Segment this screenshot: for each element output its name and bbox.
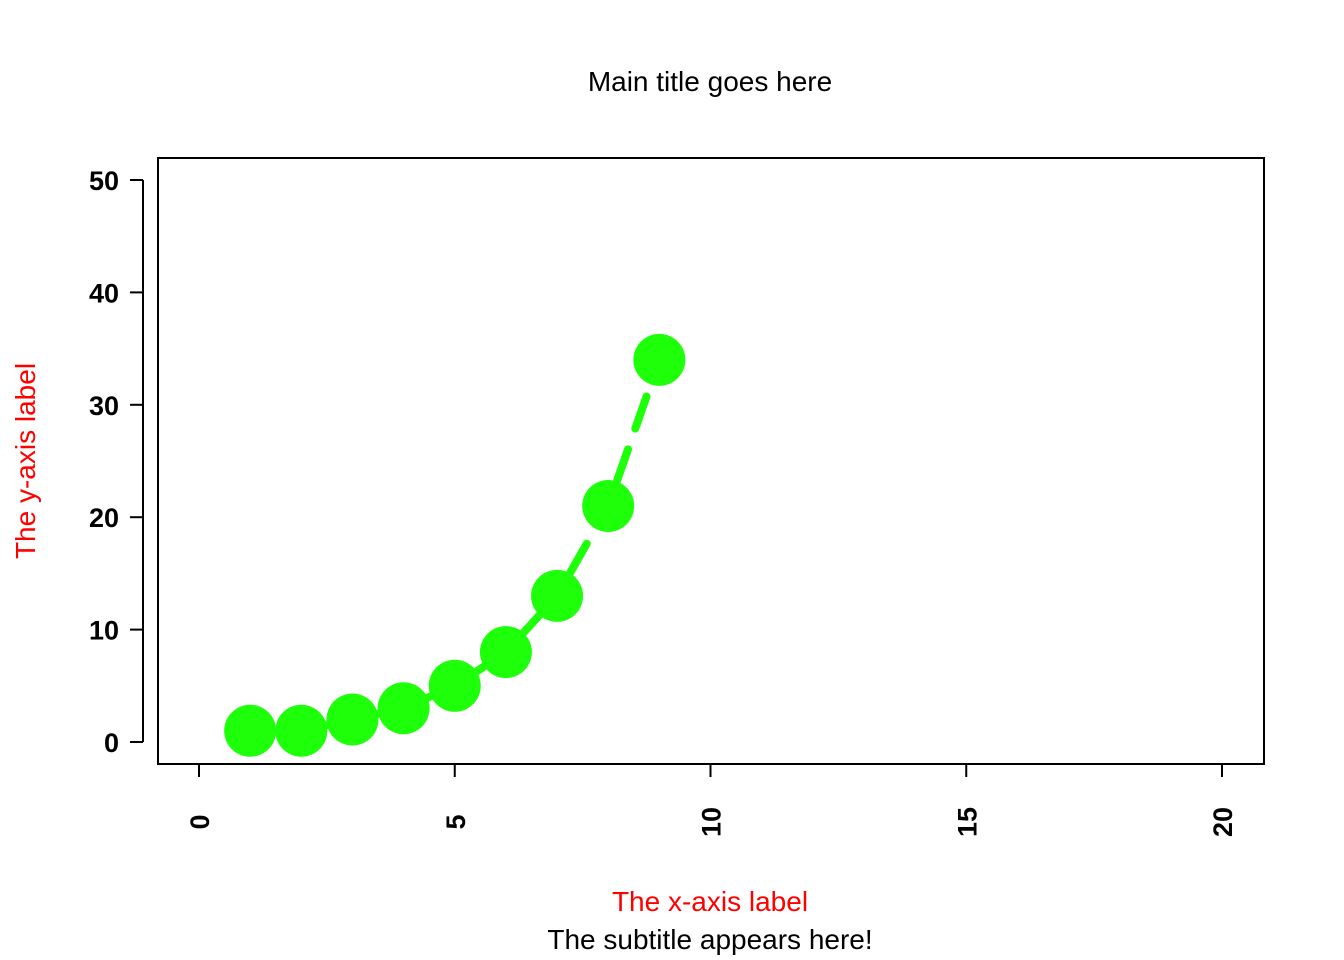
y-axis: 0 10 20 30 40 50 (89, 166, 144, 758)
y-tick-label: 50 (89, 166, 119, 196)
y-tick-label: 20 (89, 503, 119, 533)
data-point (224, 704, 277, 757)
data-point (326, 693, 379, 746)
series-line-segment (472, 662, 489, 676)
x-tick-label: 15 (952, 807, 982, 837)
data-point (428, 659, 481, 712)
chart-title: Main title goes here (588, 66, 832, 97)
y-tick-label: 30 (89, 391, 119, 421)
series-line-segment (565, 524, 600, 578)
y-tick-label: 10 (89, 616, 119, 646)
y-axis-label: The y-axis label (10, 363, 41, 559)
series-line-segment (612, 380, 655, 486)
series-line-segment (423, 692, 435, 702)
x-tick-label: 5 (441, 814, 471, 829)
x-axis: 0 5 10 15 20 (185, 763, 1238, 837)
data-point (582, 479, 635, 532)
y-tick-label: 0 (104, 728, 119, 758)
data-point (633, 333, 686, 386)
data-point (275, 704, 328, 757)
data-point (377, 682, 430, 735)
series-line-segment (519, 611, 544, 637)
x-tick-label: 20 (1208, 807, 1238, 837)
x-tick-label: 10 (697, 807, 727, 837)
x-tick-label: 0 (185, 814, 215, 829)
data-point (479, 626, 532, 679)
y-tick-label: 40 (89, 278, 119, 308)
series-layer (224, 333, 686, 757)
data-point (531, 569, 584, 622)
chart-subtitle: The subtitle appears here! (547, 924, 872, 955)
x-axis-label: The x-axis label (612, 886, 808, 917)
